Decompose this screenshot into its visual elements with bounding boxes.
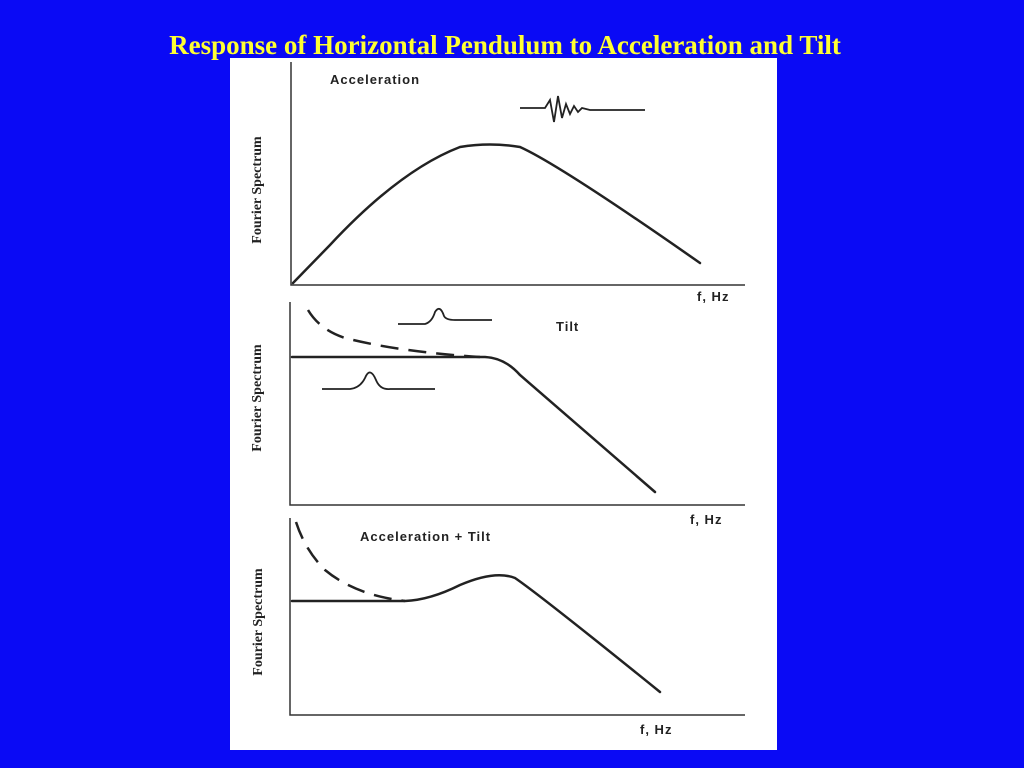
x-axis-label: f, Hz bbox=[690, 512, 722, 527]
waveform-icon bbox=[520, 95, 645, 123]
pulse-icon bbox=[322, 371, 435, 390]
spectrum-curve bbox=[291, 143, 702, 285]
panel-tilt: Tilt Fourier Spectrum f, Hz bbox=[250, 302, 745, 527]
dashed-curve bbox=[306, 309, 481, 359]
axes bbox=[289, 518, 745, 716]
panel-acceleration: Acceleration Fourier Spectrum f, Hz bbox=[250, 62, 745, 304]
spectrum-curve bbox=[290, 355, 657, 494]
figure-panel bbox=[230, 58, 777, 750]
dashed-curve bbox=[294, 521, 406, 603]
axes bbox=[290, 62, 745, 286]
x-axis-label: f, Hz bbox=[640, 722, 672, 737]
y-axis-label: Fourier Spectrum bbox=[251, 568, 266, 676]
pulse-icon bbox=[398, 307, 492, 325]
y-axis-label: Fourier Spectrum bbox=[250, 136, 265, 244]
x-axis-label: f, Hz bbox=[697, 289, 729, 304]
panel-label: Acceleration + Tilt bbox=[360, 529, 491, 544]
panel-acceleration-tilt: Acceleration + Tilt Fourier Spectrum f, … bbox=[251, 518, 745, 737]
spectrum-curve bbox=[290, 573, 662, 694]
slide-title: Response of Horizontal Pendulum to Accel… bbox=[169, 30, 841, 60]
panel-label: Acceleration bbox=[330, 72, 420, 87]
y-axis-label: Fourier Spectrum bbox=[250, 344, 265, 452]
panel-label: Tilt bbox=[556, 319, 579, 334]
axes bbox=[289, 302, 745, 506]
